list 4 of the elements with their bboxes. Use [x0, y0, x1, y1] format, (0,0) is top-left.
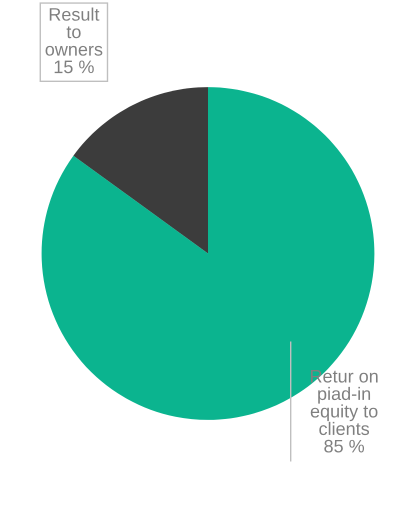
data-label: 15 % [54, 60, 94, 74]
data-label: 85 % [324, 440, 364, 453]
slice-label: Result to owners [46, 8, 102, 56]
pie-slice [73, 87, 208, 254]
